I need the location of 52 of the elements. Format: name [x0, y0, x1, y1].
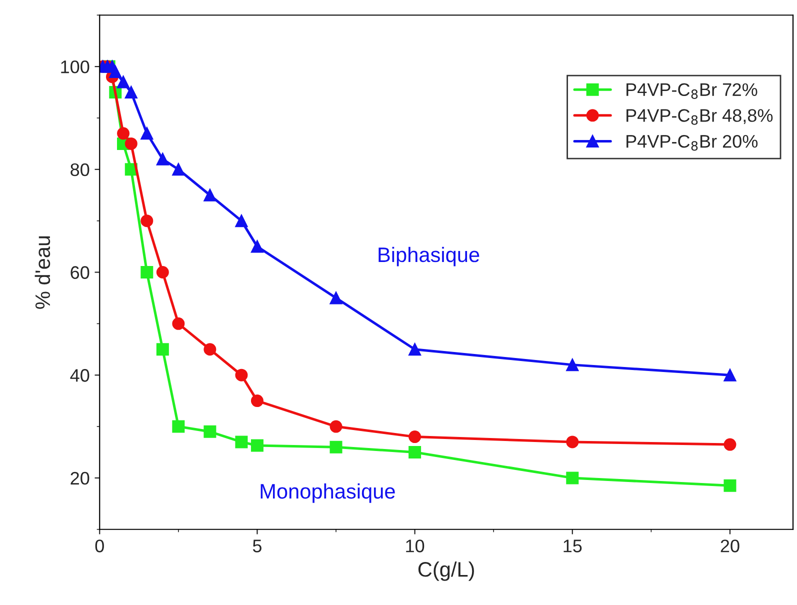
y-tick-label: 80 [70, 163, 90, 176]
point [140, 266, 154, 278]
point [140, 214, 154, 228]
point [408, 430, 422, 444]
point [204, 188, 216, 202]
point [140, 127, 154, 140]
point [235, 368, 248, 382]
point [724, 368, 736, 382]
x-axis-title: C(g/L) [418, 561, 474, 581]
point [235, 436, 248, 448]
y-tick-label: 20 [70, 472, 90, 485]
point [724, 438, 736, 451]
y-axis-title: % d'eau [34, 236, 50, 309]
point [330, 440, 342, 454]
point [330, 292, 342, 304]
point [408, 446, 422, 458]
point [250, 240, 264, 253]
point [250, 394, 264, 408]
legend-label: P4VP-C$_{8}$Br 48,8% [626, 109, 773, 125]
legend-label: P4VP-C$_{8}$Br 72% [626, 83, 758, 99]
point [156, 343, 169, 356]
point [566, 436, 579, 448]
x-tick-label: 15 [564, 540, 582, 552]
point [156, 152, 169, 166]
x-tick-label: 10 [406, 540, 424, 552]
point [124, 86, 138, 99]
x-tick-label: 20 [720, 540, 740, 552]
annotation: Monophasique [260, 483, 395, 503]
y-tick-label: 100 [61, 60, 90, 74]
x-tick-label: 5 [252, 540, 262, 552]
point [172, 420, 185, 433]
point [172, 317, 185, 330]
point [204, 343, 216, 356]
point [250, 439, 264, 452]
point [330, 420, 342, 433]
y-tick-label: 40 [70, 369, 90, 382]
point [724, 479, 736, 492]
point [172, 163, 185, 176]
point [566, 358, 579, 372]
y-tick-label: 60 [70, 266, 90, 279]
point [109, 65, 122, 78]
point [204, 425, 216, 438]
point [124, 137, 138, 150]
point [117, 127, 130, 140]
point [235, 214, 248, 228]
annotation: Biphasique [378, 246, 480, 266]
x-tick-label: 0 [95, 540, 104, 552]
point [156, 266, 169, 278]
point [408, 343, 422, 356]
legend-label: P4VP-C$_{8}$Br 20% [626, 134, 758, 151]
point [117, 76, 130, 88]
point [566, 472, 579, 484]
